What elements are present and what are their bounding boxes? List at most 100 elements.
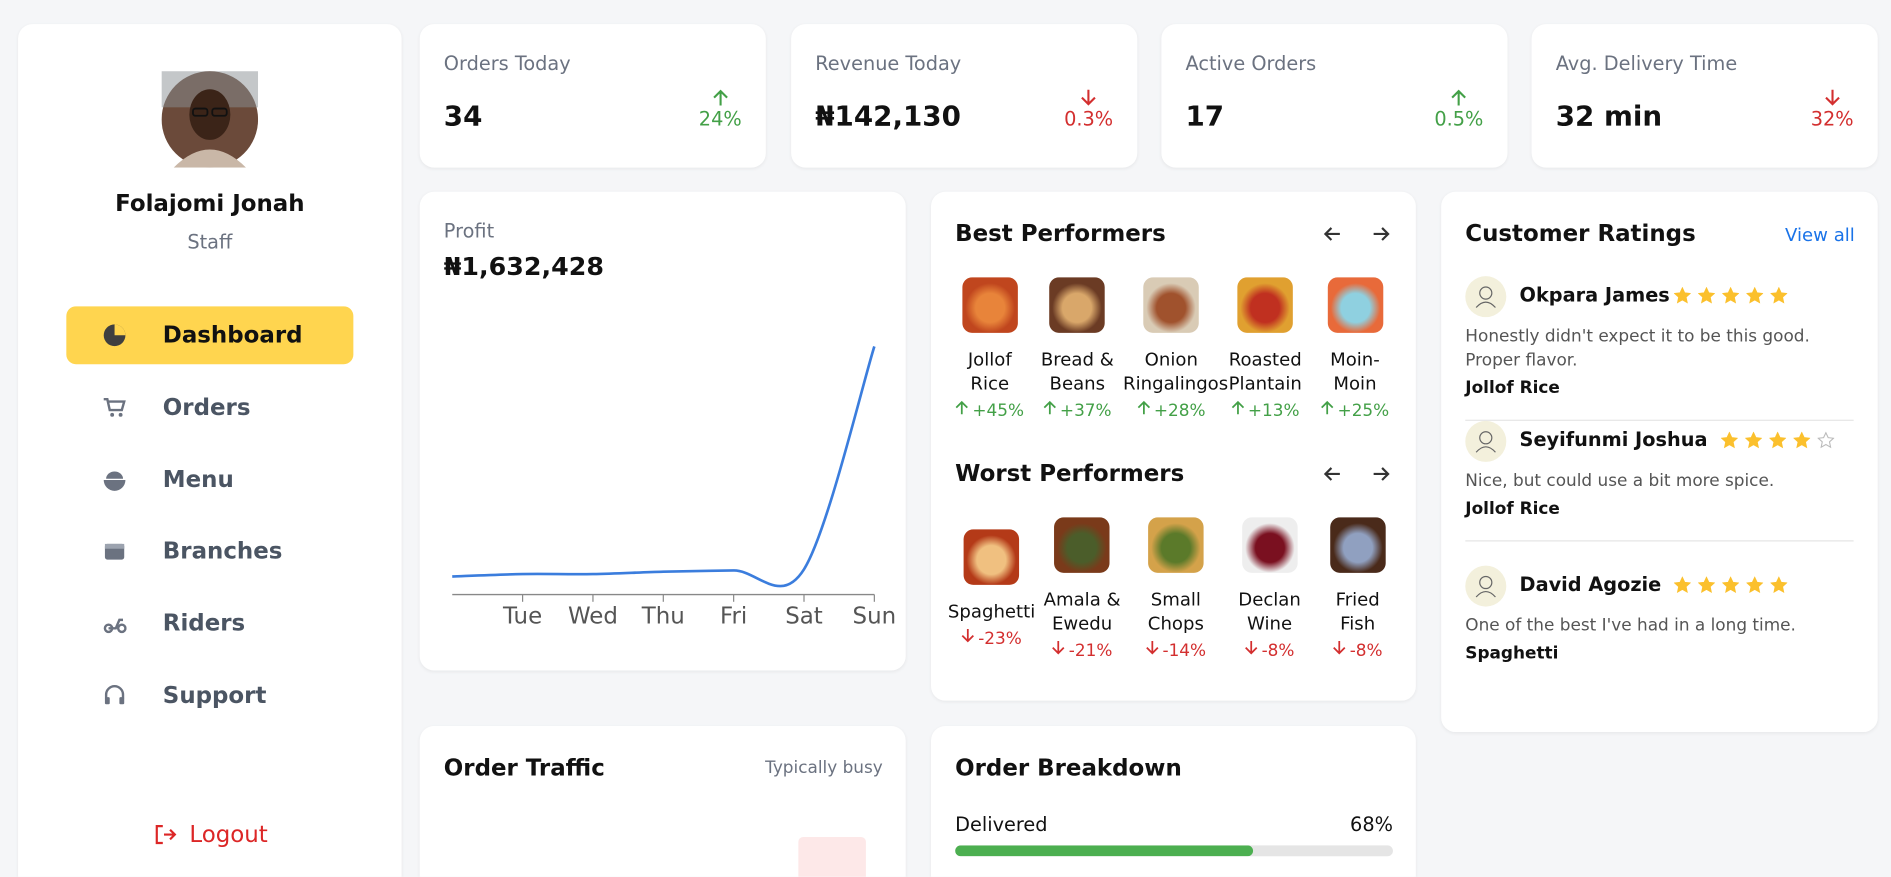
review-item: Jollof Rice: [1465, 378, 1560, 398]
trend-arrow: [1052, 640, 1065, 654]
logout-label[interactable]: Logout: [189, 821, 268, 848]
avatar-icon: [1475, 286, 1496, 308]
best-row: Jollof Rice +45% Bread & Beans +37% Onion Ri…: [948, 267, 1399, 431]
star: [1720, 431, 1744, 454]
nav-label[interactable]: Menu: [162, 466, 234, 493]
star: [1721, 286, 1746, 309]
avatar-icon: [1475, 431, 1496, 453]
nav-item[interactable]: Dashboard: [66, 306, 354, 365]
stat-change-value: 24%: [698, 107, 742, 131]
nav-label[interactable]: Support: [162, 682, 267, 710]
review-text: Nice, but could use a bit more spice.: [1465, 471, 1775, 491]
user-name: Folajomi Jonah: [115, 190, 305, 218]
performer-name: Roasted Plantain: [1228, 347, 1302, 394]
trend-arrow: [1245, 640, 1258, 654]
review: David Agozie One of the best I've had in …: [1465, 565, 1853, 711]
breakdown-card: Order Breakdown Delivered 68%: [931, 726, 1416, 877]
stat-value: 32 min: [1555, 101, 1663, 133]
performers-card: Best Performers Worst Performers Jollof …: [931, 191, 1416, 701]
star-icon: [1816, 431, 1835, 449]
nav-label[interactable]: Branches: [162, 538, 283, 565]
nav-icon: [66, 540, 162, 564]
reviewer-name: David Agozie: [1519, 572, 1662, 596]
performer-change: -21%: [1052, 640, 1112, 660]
star: [1746, 575, 1771, 598]
star-icon: [1768, 431, 1787, 449]
performer-change: -8%: [1245, 640, 1294, 660]
carousel-arrow[interactable]: [1369, 222, 1393, 251]
rating-stars: [1720, 431, 1841, 454]
performer-change-value: -23%: [978, 628, 1022, 649]
x-tick-label: Wed: [568, 604, 618, 630]
x-tick-label: Tue: [502, 604, 542, 630]
star-icon: [1673, 286, 1692, 304]
reviewer-avatar: [1465, 565, 1507, 607]
traffic-bar: [798, 836, 866, 877]
reviewer-avatar: [1465, 420, 1507, 462]
nav-item[interactable]: Menu: [66, 451, 353, 509]
icon: [104, 685, 125, 705]
traffic-card: Order Traffic Typically busy: [419, 726, 906, 877]
star-icon: [1720, 431, 1738, 449]
stat-value: ₦142,130: [815, 101, 961, 133]
star: [1770, 575, 1795, 598]
divider: [1465, 419, 1854, 421]
nav-icon: [66, 467, 162, 491]
performer: Moin-Moin +25%: [1311, 276, 1399, 421]
ratings-title: Customer Ratings: [1465, 220, 1696, 248]
nav-label[interactable]: Riders: [162, 610, 246, 637]
stat-label: Avg. Delivery Time: [1555, 51, 1738, 75]
review-text: Honestly didn't expect it to be this goo…: [1465, 326, 1810, 371]
traffic-note: Typically busy: [765, 758, 883, 778]
profit-chart: Tue Wed Thu Fri Sat Sun: [452, 346, 896, 630]
review: Okpara James Honestly didn't expect it to…: [1465, 276, 1854, 421]
star-icon: [1746, 576, 1764, 593]
nav-item[interactable]: Support: [66, 667, 353, 725]
performer-name: Spaghetti: [947, 599, 1036, 622]
performer-change-value: +25%: [1337, 400, 1390, 421]
carousel-arrow[interactable]: [1321, 462, 1345, 491]
nav-label[interactable]: Orders: [162, 394, 251, 421]
nav-item[interactable]: Orders: [66, 378, 353, 436]
star: [1746, 286, 1771, 309]
nav-item[interactable]: Branches: [66, 523, 353, 581]
stat-label: Orders Today: [443, 51, 571, 75]
review-text: One of the best I've had in a long time.: [1465, 616, 1796, 636]
progress-fill: [955, 845, 1253, 857]
stat-change: 0.3%: [1064, 89, 1113, 130]
trend-arrow: [1137, 400, 1150, 414]
food-image: [963, 528, 1020, 585]
profit-card: Profit ₦1,632,428 Tue Wed Thu Fri Sat Sun: [419, 191, 906, 671]
nav-label[interactable]: Dashboard: [162, 322, 303, 349]
performer-change-value: +28%: [1153, 400, 1206, 421]
stat-card: Avg. Delivery Time 32 min 32%: [1531, 24, 1878, 168]
performer: Small Chops -14%: [1129, 516, 1223, 660]
best-title: Best Performers: [955, 220, 1166, 248]
nav-item[interactable]: Riders: [66, 595, 353, 653]
star-icon: [1697, 576, 1716, 593]
profit-label: Profit: [443, 219, 495, 243]
stat-value: 17: [1185, 101, 1225, 133]
performer-change: -23%: [961, 628, 1022, 649]
star: [1816, 431, 1841, 454]
star-icon: [1770, 286, 1788, 304]
carousel-arrow[interactable]: [1369, 462, 1393, 491]
breakdown-percent: 68%: [1350, 812, 1393, 836]
carousel-arrow[interactable]: [1321, 222, 1345, 251]
performer-change: +25%: [1321, 400, 1390, 421]
logout-icon: [155, 825, 177, 845]
nav-icon: [66, 684, 162, 708]
review-item: Jollof Rice: [1465, 499, 1560, 519]
arrow-icon: [1323, 467, 1340, 481]
logout[interactable]: Logout: [153, 821, 268, 848]
performer-change: +37%: [1043, 400, 1112, 420]
arrow-icon: [1373, 227, 1390, 241]
view-all[interactable]: View all: [1785, 224, 1855, 247]
performer-change: -8%: [1333, 640, 1383, 660]
star: [1792, 431, 1817, 454]
star: [1721, 575, 1746, 598]
food-image: [1054, 516, 1110, 573]
trend-arrow: [1081, 89, 1096, 106]
food-image: [1329, 516, 1386, 573]
icon: [103, 324, 126, 347]
